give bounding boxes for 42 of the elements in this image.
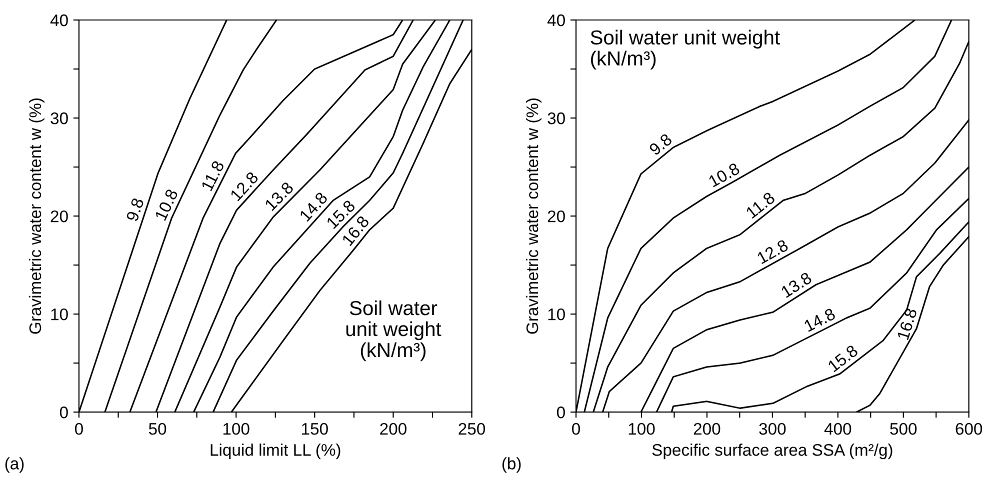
y-tick-label: 10 [548, 308, 565, 320]
y-tick-label: 20 [548, 210, 565, 222]
x-tick-label: 0 [572, 422, 580, 435]
x-tick-label: 600 [956, 422, 982, 435]
y-axis-title: Gravimetric water content w (%) [28, 98, 44, 334]
x-tick-label: 100 [628, 422, 655, 435]
text: 13.8 [780, 272, 812, 298]
y-tick-label: 40 [50, 14, 68, 26]
text: 15.8 [827, 344, 859, 372]
y-tick-label: 10 [51, 308, 68, 320]
text: (b) [502, 457, 521, 473]
y-tick-label: 20 [50, 210, 68, 222]
x-tick-label: 500 [890, 422, 917, 435]
text: 9.8 [126, 198, 144, 222]
x-tick-label: 200 [694, 422, 720, 435]
text: 16.8 [896, 308, 918, 340]
text: 12.8 [756, 239, 789, 264]
text: 9.8 [648, 132, 673, 156]
x-tick-label: 200 [380, 422, 406, 435]
text: 11.8 [745, 191, 776, 219]
text: 14.8 [804, 308, 836, 332]
text: 10.8 [154, 188, 178, 221]
y-tick-label: 30 [50, 112, 68, 124]
y-axis-title: Gravimetric water content w (%) [526, 98, 542, 334]
y-tick-label: 40 [547, 14, 565, 26]
x-tick-label: 400 [824, 422, 852, 435]
text: 11.8 [200, 160, 225, 192]
annotation: Soil water unit weight (kN/m³) [346, 300, 442, 362]
annotation: Soil water unit weight (kN/m³) [590, 30, 780, 70]
x-axis-title: Liquid limit LL (%) [210, 444, 340, 460]
text: 10.8 [708, 162, 740, 188]
text: (a) [5, 457, 24, 473]
x-tick-label: 300 [759, 422, 786, 435]
x-tick-label: 100 [223, 422, 250, 435]
x-tick-label: 0 [74, 422, 83, 435]
x-axis-title: Specific surface area SSA (m²/g) [652, 444, 892, 460]
y-tick-label: 30 [548, 112, 565, 124]
x-tick-label: 150 [302, 422, 328, 435]
x-tick-label: 50 [148, 422, 166, 435]
y-tick-label: 0 [556, 406, 565, 418]
x-tick-label: 250 [458, 422, 486, 435]
y-tick-label: 0 [60, 406, 68, 418]
